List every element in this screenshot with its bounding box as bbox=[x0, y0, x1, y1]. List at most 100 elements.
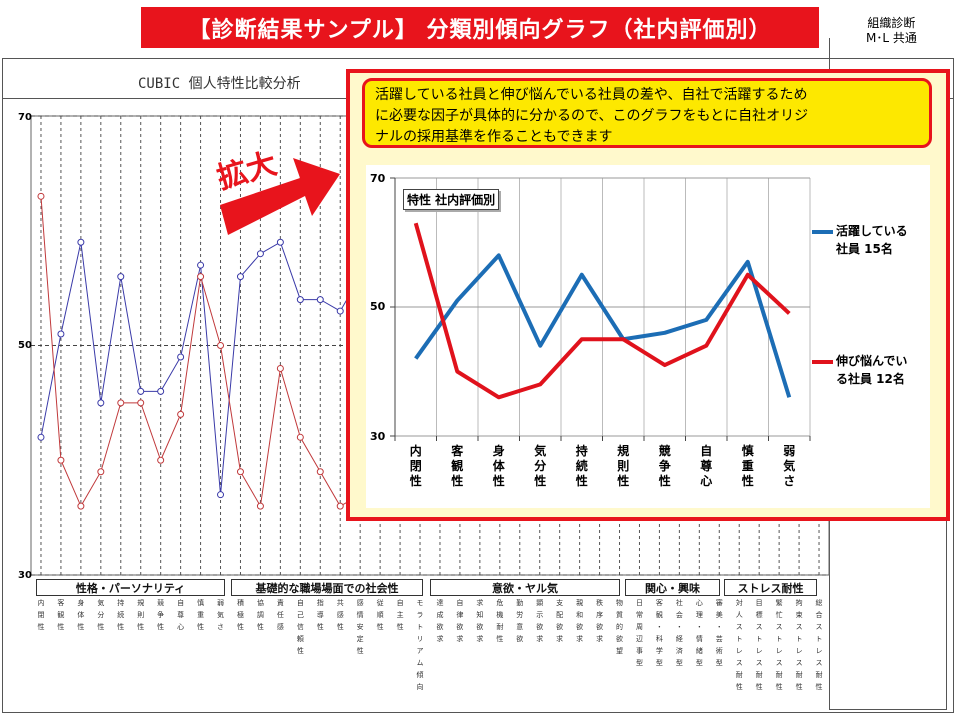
factor-label: 感情安定性 bbox=[356, 599, 365, 659]
bg-series-point-1 bbox=[157, 456, 165, 464]
group-label-sociability: 基礎的な職場場面での社会性 bbox=[231, 579, 423, 596]
factor-label: 社会・経済型 bbox=[675, 599, 684, 671]
bg-series-point-0 bbox=[177, 353, 185, 361]
zoom-chart-title: 特性 社内評価別 bbox=[403, 189, 500, 210]
zoom-arrow-icon bbox=[220, 158, 340, 235]
zoom-x-category-label: 自尊心 bbox=[700, 444, 713, 488]
factor-label: 顕示欲求 bbox=[535, 599, 544, 647]
factor-label: 心理・情緒型 bbox=[695, 599, 704, 671]
factor-label: 総合ストレス耐性 bbox=[815, 599, 824, 695]
zoom-x-category-label: 持続性 bbox=[575, 444, 588, 488]
bg-series-point-0 bbox=[197, 261, 205, 269]
factor-label: 審美・芸術型 bbox=[715, 599, 724, 671]
factor-label: 弱気さ bbox=[216, 599, 225, 635]
bg-series-point-0 bbox=[256, 250, 264, 258]
factor-label: 拘束ストレス耐性 bbox=[795, 599, 804, 695]
callout-line-2: に必要な因子が具体的に分かるので、このグラフをもとに自社オリジ bbox=[375, 108, 809, 124]
group-label-interest: 関心・興味 bbox=[625, 579, 720, 596]
factor-label: 勤労意欲 bbox=[515, 599, 524, 647]
factor-label: 共感性 bbox=[336, 599, 345, 635]
bg-series-point-0 bbox=[97, 399, 105, 407]
bg-series-point-0 bbox=[236, 273, 244, 281]
factor-label-row: 内閉性 客観性 身体性 気分性 持続性 規則性 競争性 自尊心 慎重性 弱気さ 積極性 協調性 責任感 自… bbox=[0, 599, 830, 699]
factor-label: 支配欲求 bbox=[555, 599, 564, 647]
legend-active-line-1: 活躍している bbox=[836, 224, 908, 238]
factor-label: 客観・科学型 bbox=[655, 599, 664, 671]
factor-label: 従順性 bbox=[376, 599, 385, 635]
background-report-title: CUBIC 個人特性比較分析 bbox=[138, 76, 301, 92]
factor-label: 危機耐性 bbox=[495, 599, 504, 647]
bg-series-point-1 bbox=[117, 399, 125, 407]
legend-active-line-2: 社員 15名 bbox=[836, 242, 893, 256]
factor-label: 規則性 bbox=[136, 599, 145, 635]
bg-series-point-1 bbox=[217, 342, 225, 349]
zoom-series-line-0 bbox=[414, 253, 792, 398]
group-label-motivation: 意欲・ヤル気 bbox=[430, 579, 620, 596]
factor-label: 秩序欲求 bbox=[595, 599, 604, 647]
zoom-x-category-label: 身体性 bbox=[492, 444, 505, 488]
bg-series-point-1 bbox=[336, 502, 344, 510]
corner-line-2: M･L 共通 bbox=[866, 31, 917, 45]
bg-series-point-1 bbox=[97, 468, 105, 476]
bg-series-point-0 bbox=[137, 387, 145, 395]
factor-label: 客観性 bbox=[56, 599, 65, 635]
factor-label: 達成欲求 bbox=[435, 599, 444, 647]
zoom-x-category-label: 慎重性 bbox=[741, 444, 754, 488]
factor-label: 自律欲求 bbox=[455, 599, 464, 647]
factor-label: 求知欲求 bbox=[475, 599, 484, 647]
factor-label: 協調性 bbox=[256, 599, 265, 635]
bg-series-point-0 bbox=[57, 330, 65, 338]
zoom-x-category-label: 内閉性 bbox=[409, 444, 422, 488]
corner-line-1: 組織診断 bbox=[867, 16, 916, 30]
zoom-x-category-label: 気分性 bbox=[534, 444, 547, 488]
zoom-y-tick-50: 50 bbox=[370, 300, 386, 313]
factor-label: 対人ストレス耐性 bbox=[735, 599, 744, 695]
bg-series-point-0 bbox=[37, 433, 45, 441]
zoom-y-tick-70: 70 bbox=[370, 172, 386, 185]
callout-line-1: 活躍している社員と伸び悩んでいる社員の差や、自社で活躍するため bbox=[375, 87, 808, 103]
zoom-x-category-label: 競争性 bbox=[658, 444, 671, 488]
callout-text-box: 活躍している社員と伸び悩んでいる社員の差や、自社で活躍するため に必要な因子が具… bbox=[362, 78, 932, 148]
factor-label: 自尊心 bbox=[176, 599, 185, 635]
bg-series-point-0 bbox=[77, 238, 85, 246]
legend-item-active: 活躍している 社員 15名 bbox=[836, 222, 908, 258]
factor-label: 指導性 bbox=[316, 599, 325, 635]
zoom-x-category-label: 弱気さ bbox=[783, 444, 796, 488]
factor-label: 内閉性 bbox=[36, 599, 45, 635]
factor-label: モラトリアム傾向 bbox=[416, 599, 425, 695]
group-label-personality: 性格・パーソナリティ bbox=[36, 579, 225, 596]
bg-series-point-0 bbox=[157, 387, 165, 395]
zoom-y-tick-30: 30 bbox=[370, 430, 386, 443]
bg-series-point-0 bbox=[336, 307, 344, 315]
legend-struggling-line-1: 伸び悩んでい bbox=[836, 354, 908, 368]
group-label-stress: ストレス耐性 bbox=[724, 579, 817, 596]
legend-item-struggling: 伸び悩んでい る社員 12名 bbox=[836, 352, 907, 388]
factor-label: 自主性 bbox=[396, 599, 405, 635]
zoom-x-category-label: 客観性 bbox=[451, 444, 464, 488]
bg-y-tick-bottom: 30 bbox=[18, 570, 32, 581]
zoom-series-line-1 bbox=[413, 222, 791, 400]
factor-label: 持続性 bbox=[116, 599, 125, 635]
page-title: 【診断結果サンプル】 分類別傾向グラフ（社内評価別） bbox=[141, 7, 819, 48]
bg-series-point-1 bbox=[276, 364, 284, 372]
factor-label: 競争性 bbox=[156, 599, 165, 635]
bg-series-point-1 bbox=[137, 399, 145, 407]
bg-y-tick-top: 70 bbox=[18, 112, 32, 123]
bg-series-point-0 bbox=[217, 491, 225, 499]
bg-series-point-1 bbox=[197, 273, 205, 281]
factor-label: 積極性 bbox=[236, 599, 245, 635]
factor-label: 日常周辺事型 bbox=[635, 599, 644, 671]
factor-label: 責任感 bbox=[276, 599, 285, 635]
corner-label: 組織診断 M･L 共通 bbox=[866, 16, 917, 46]
bg-series-point-1 bbox=[316, 468, 324, 476]
bg-series-point-1 bbox=[57, 456, 65, 464]
factor-label: 親和欲求 bbox=[575, 599, 584, 647]
callout-line-3: ナルの採用基準を作ることもできます bbox=[375, 129, 613, 145]
factor-label: 物質的欲望 bbox=[615, 599, 624, 659]
legend-struggling-line-2: る社員 12名 bbox=[836, 372, 905, 386]
bg-series-point-0 bbox=[296, 296, 304, 304]
factor-label: 自己信頼性 bbox=[296, 599, 305, 659]
bg-series-point-1 bbox=[37, 192, 45, 200]
bg-series-point-1 bbox=[256, 502, 264, 510]
